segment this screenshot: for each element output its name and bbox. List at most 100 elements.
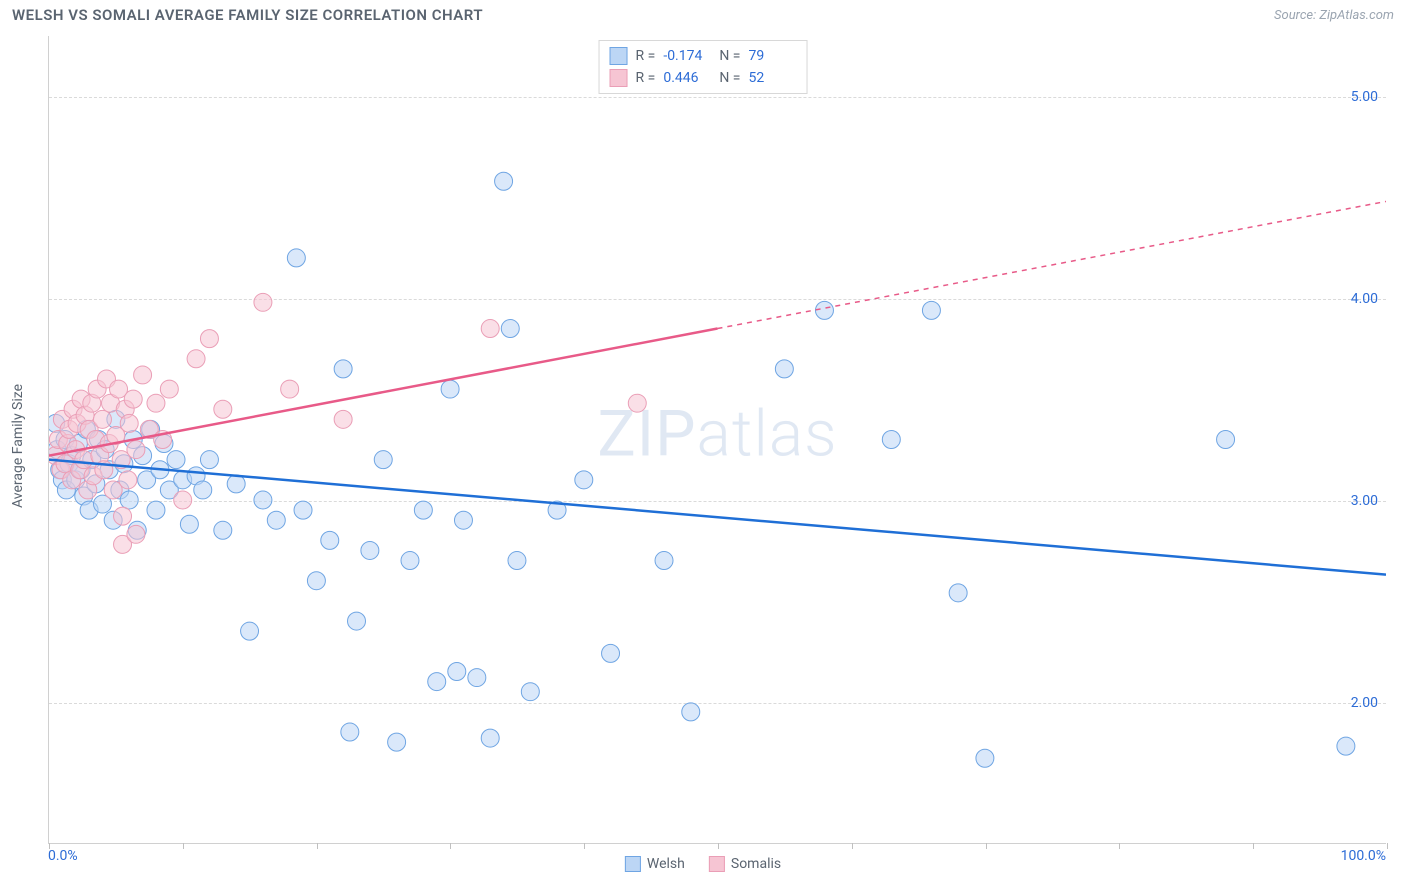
- data-point: [521, 683, 539, 701]
- data-point: [281, 380, 299, 398]
- data-point: [922, 301, 940, 319]
- data-point: [602, 644, 620, 662]
- somali-swatch: [610, 69, 628, 87]
- data-point: [414, 501, 432, 519]
- data-point: [341, 723, 359, 741]
- data-point: [147, 394, 165, 412]
- data-point: [75, 451, 93, 469]
- data-point: [307, 572, 325, 590]
- data-point: [361, 541, 379, 559]
- data-point: [214, 400, 232, 418]
- xaxis-tick: [1387, 843, 1388, 849]
- data-point: [441, 380, 459, 398]
- data-point: [174, 491, 192, 509]
- data-point: [227, 475, 245, 493]
- data-point: [374, 451, 392, 469]
- xaxis-tick: [317, 843, 318, 849]
- data-point: [348, 612, 366, 630]
- data-point: [575, 471, 593, 489]
- data-point: [388, 733, 406, 751]
- data-point: [254, 491, 272, 509]
- data-point: [481, 729, 499, 747]
- data-point: [180, 515, 198, 533]
- xaxis-tick: [584, 843, 585, 849]
- r-label: R =: [636, 70, 656, 86]
- data-point: [200, 330, 218, 348]
- data-point: [127, 441, 145, 459]
- data-point: [1217, 431, 1235, 449]
- data-point: [119, 471, 137, 489]
- data-point: [287, 249, 305, 267]
- source-label: Source: ZipAtlas.com: [1274, 8, 1394, 23]
- legend-item: Welsh: [625, 856, 685, 872]
- data-point: [194, 481, 212, 499]
- yaxis-title: Average Family Size: [10, 384, 26, 508]
- data-point: [334, 360, 352, 378]
- data-point: [454, 511, 472, 529]
- chart-plot-area: ZIPatlas 2.003.004.005.00: [48, 36, 1386, 844]
- data-point: [120, 414, 138, 432]
- xaxis-tick: [183, 843, 184, 849]
- welsh-swatch: [610, 47, 628, 65]
- data-point: [200, 451, 218, 469]
- data-point: [167, 451, 185, 469]
- data-point: [187, 350, 205, 368]
- n-label: N =: [719, 70, 740, 86]
- data-point: [93, 410, 111, 428]
- r-value: -0.174: [663, 48, 711, 64]
- n-value: 52: [748, 70, 796, 86]
- data-point: [127, 525, 145, 543]
- data-point: [481, 320, 499, 338]
- data-point: [160, 380, 178, 398]
- trend-line: [49, 329, 718, 456]
- legend-label: Somalis: [731, 856, 781, 872]
- scatter-plot-svg: [49, 36, 1386, 843]
- welsh-swatch: [625, 856, 641, 872]
- data-point: [448, 663, 466, 681]
- xaxis-tick: [852, 843, 853, 849]
- xaxis-tick: [986, 843, 987, 849]
- data-point: [214, 521, 232, 539]
- r-value: 0.446: [663, 70, 711, 86]
- xaxis-tick: [1119, 843, 1120, 849]
- data-point: [124, 390, 142, 408]
- series-legend: Welsh Somalis: [625, 856, 781, 872]
- data-point: [120, 491, 138, 509]
- n-value: 79: [748, 48, 796, 64]
- data-point: [682, 703, 700, 721]
- data-point: [267, 511, 285, 529]
- xaxis-tick: [1253, 843, 1254, 849]
- data-point: [114, 507, 132, 525]
- legend-row: R = 0.446 N = 52: [610, 67, 797, 89]
- n-label: N =: [719, 48, 740, 64]
- data-point: [134, 366, 152, 384]
- data-point: [976, 749, 994, 767]
- legend-item: Somalis: [709, 856, 781, 872]
- data-point: [147, 501, 165, 519]
- data-point: [501, 320, 519, 338]
- data-point: [628, 394, 646, 412]
- correlation-legend: R = -0.174 N = 79 R = 0.446 N = 52: [599, 40, 808, 94]
- data-point: [655, 552, 673, 570]
- data-point: [882, 431, 900, 449]
- data-point: [775, 360, 793, 378]
- r-label: R =: [636, 48, 656, 64]
- data-point: [495, 172, 513, 190]
- data-point: [241, 622, 259, 640]
- somali-swatch: [709, 856, 725, 872]
- xaxis-tick: [718, 843, 719, 849]
- xaxis-max-label: 100.0%: [1341, 848, 1386, 864]
- data-point: [1337, 737, 1355, 755]
- data-point: [815, 301, 833, 319]
- chart-title: WELSH VS SOMALI AVERAGE FAMILY SIZE CORR…: [12, 6, 483, 24]
- data-point: [401, 552, 419, 570]
- trend-line-extrapolated: [718, 201, 1387, 328]
- xaxis-min-label: 0.0%: [48, 848, 78, 864]
- legend-label: Welsh: [647, 856, 685, 872]
- data-point: [508, 552, 526, 570]
- data-point: [294, 501, 312, 519]
- trend-line: [49, 460, 1386, 575]
- data-point: [321, 531, 339, 549]
- xaxis-tick: [450, 843, 451, 849]
- data-point: [949, 584, 967, 602]
